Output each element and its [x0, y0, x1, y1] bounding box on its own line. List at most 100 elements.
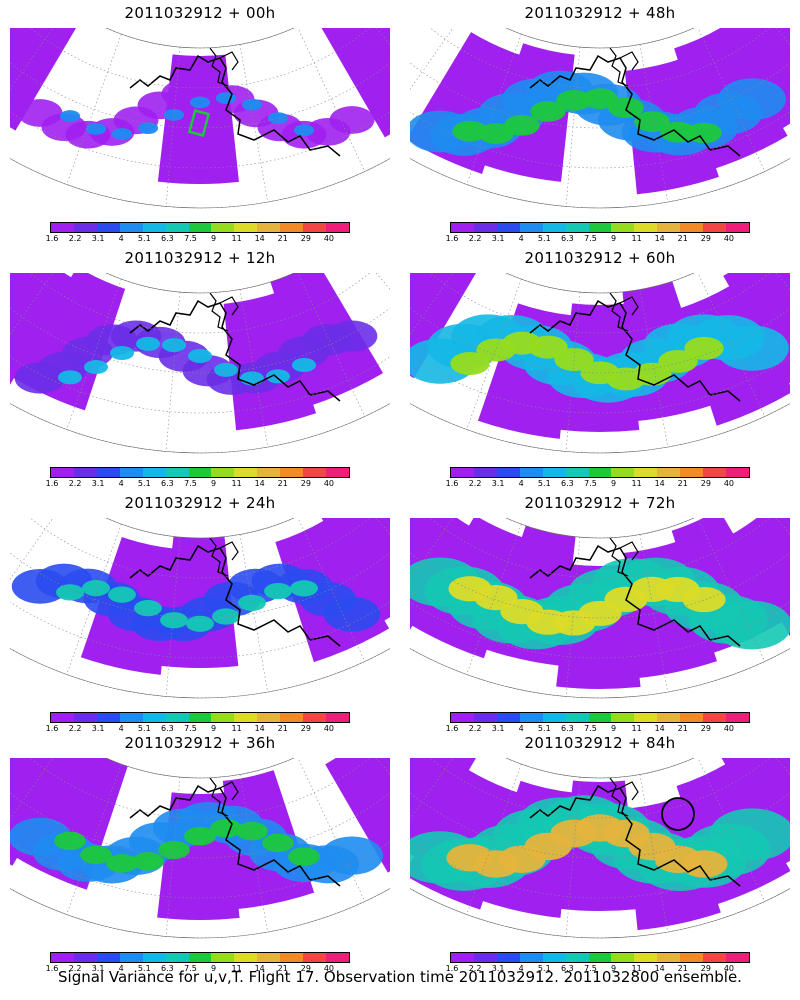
colorbar-segment [542, 223, 566, 232]
colorbar-tick-label: 5.1 [537, 964, 551, 973]
colorbar-tick-label: 6.3 [161, 964, 174, 973]
colorbar [450, 222, 750, 233]
coastline [529, 784, 741, 887]
colorbar-segment [451, 713, 474, 722]
coastline [209, 777, 239, 817]
variance-band [712, 600, 790, 650]
colorbar-segment [634, 953, 658, 962]
variance-core [554, 348, 594, 371]
colorbar-segment [188, 713, 212, 722]
graticule-line [429, 518, 771, 579]
colorbar-segment [496, 713, 520, 722]
colorbar-tick-label: 29 [300, 964, 311, 973]
colorbar-tick-label: 1.6 [445, 479, 459, 488]
colorbar-tick-label: 7.5 [184, 964, 197, 973]
colorbar-segment [303, 953, 327, 962]
graticule-line [297, 28, 366, 172]
colorbar-tick-label: 3.1 [91, 234, 105, 243]
graticule-line [639, 774, 669, 933]
graticule-line [297, 758, 366, 902]
colorbar-tick-label: 7.5 [584, 234, 597, 243]
map-projection [410, 758, 790, 939]
colorbar-segment [96, 713, 120, 722]
variance-core [530, 101, 566, 122]
colorbar-tick-label: 40 [323, 234, 335, 243]
colorbar-tick-label: 29 [700, 724, 711, 733]
colorbar-tick-label: 3.1 [91, 479, 105, 488]
colorbar-segment [496, 953, 520, 962]
colorbar-tick-label: 4 [518, 964, 524, 973]
variance-patch [10, 28, 82, 131]
variance-core [293, 124, 315, 137]
colorbar-tick-label: 4 [518, 479, 524, 488]
variance-band [715, 325, 789, 371]
variance-core [137, 122, 159, 135]
colorbar-segment [496, 223, 520, 232]
colorbar-tick-label: 6.3 [161, 479, 174, 488]
colorbar [50, 222, 350, 233]
variance-core [450, 352, 490, 376]
colorbar-segment [703, 468, 727, 477]
colorbar-segment [611, 953, 635, 962]
colorbar-segment [211, 953, 235, 962]
colorbar-segment [326, 223, 349, 232]
colorbar-segment [588, 953, 612, 962]
variance-band [326, 320, 378, 352]
colorbar-tick-label: 4 [118, 724, 124, 733]
colorbar-tick-label: 21 [677, 964, 688, 973]
colorbar-segment [257, 953, 281, 962]
coastline [529, 544, 741, 647]
colorbar-segment [542, 713, 566, 722]
colorbar-labels: 1.6 2.2 3.1 4 5.1 6.3 7.5 9 11 14 21 29 40 [446, 234, 750, 246]
graticule-line [66, 279, 122, 430]
variance-core [56, 584, 84, 601]
colorbar-tick-label: 9 [610, 724, 617, 733]
graticule-line [239, 289, 269, 448]
colorbar-tick-label: 21 [677, 234, 688, 243]
colorbar-segment [211, 223, 235, 232]
graticule-line [697, 758, 766, 902]
colorbar-tick-label: 11 [631, 479, 642, 488]
colorbar-tick-label: 29 [700, 234, 711, 243]
variance-core [54, 831, 86, 851]
colorbar-segment [565, 468, 589, 477]
colorbar-tick-label: 11 [631, 234, 642, 243]
colorbar-tick-label: 5.1 [137, 479, 151, 488]
map-border [10, 28, 390, 209]
colorbar-segment [234, 953, 258, 962]
colorbar-labels: 1.6 2.2 3.1 4 5.1 6.3 7.5 9 11 14 21 29 40 [446, 479, 750, 491]
variance-core [660, 121, 696, 143]
map-panel: 2011032912 + 60h 1.6 2.2 3.1 4 5.1 6.3 7.5 9 11 14… [410, 245, 790, 495]
variance-core [290, 580, 318, 597]
colorbar-tick-label: 21 [677, 724, 688, 733]
colorbar-tick-label: 2.2 [68, 964, 82, 973]
graticule-line [165, 537, 181, 697]
colorbar-tick-label: 6.3 [561, 234, 574, 243]
colorbar-segment [611, 468, 635, 477]
map-border [410, 518, 790, 699]
variance-patch [715, 28, 790, 130]
colorbar-tick-label: 5.1 [537, 724, 551, 733]
graticule-line [165, 777, 181, 937]
colorbar-tick-label: 40 [323, 479, 335, 488]
colorbar-segment [303, 713, 327, 722]
colorbar-labels: 1.6 2.2 3.1 4 5.1 6.3 7.5 9 11 14 21 29 40 [46, 234, 350, 246]
colorbar-segment [588, 713, 612, 722]
colorbar-segment [634, 713, 658, 722]
variance-core [264, 582, 292, 600]
colorbar-segment [280, 468, 304, 477]
map-panel: 2011032912 + 00h 1.6 2.2 3.1 4 5.1 6.3 7.5 9 11 14… [10, 0, 390, 250]
panel-title: 2011032912 + 12h [124, 249, 276, 267]
map-panel: 2011032912 + 12h 1.6 2.2 3.1 4 5.1 6.3 7.5 9 11 14… [10, 245, 390, 495]
colorbar-tick-label: 4 [118, 234, 124, 243]
map-panel: 2011032912 + 72h 1.6 2.2 3.1 4 5.1 6.3 7.5 9 11 14… [410, 490, 790, 740]
colorbar-segment [142, 468, 166, 477]
colorbar-segment [519, 468, 543, 477]
map-projection [410, 273, 790, 454]
colorbar-tick-label: 9 [210, 234, 217, 243]
variance-band [718, 78, 786, 121]
colorbar-segment [634, 223, 658, 232]
colorbar-tick-label: 29 [300, 724, 311, 733]
colorbar-tick-label: 14 [254, 479, 265, 488]
colorbar-segment [611, 713, 635, 722]
